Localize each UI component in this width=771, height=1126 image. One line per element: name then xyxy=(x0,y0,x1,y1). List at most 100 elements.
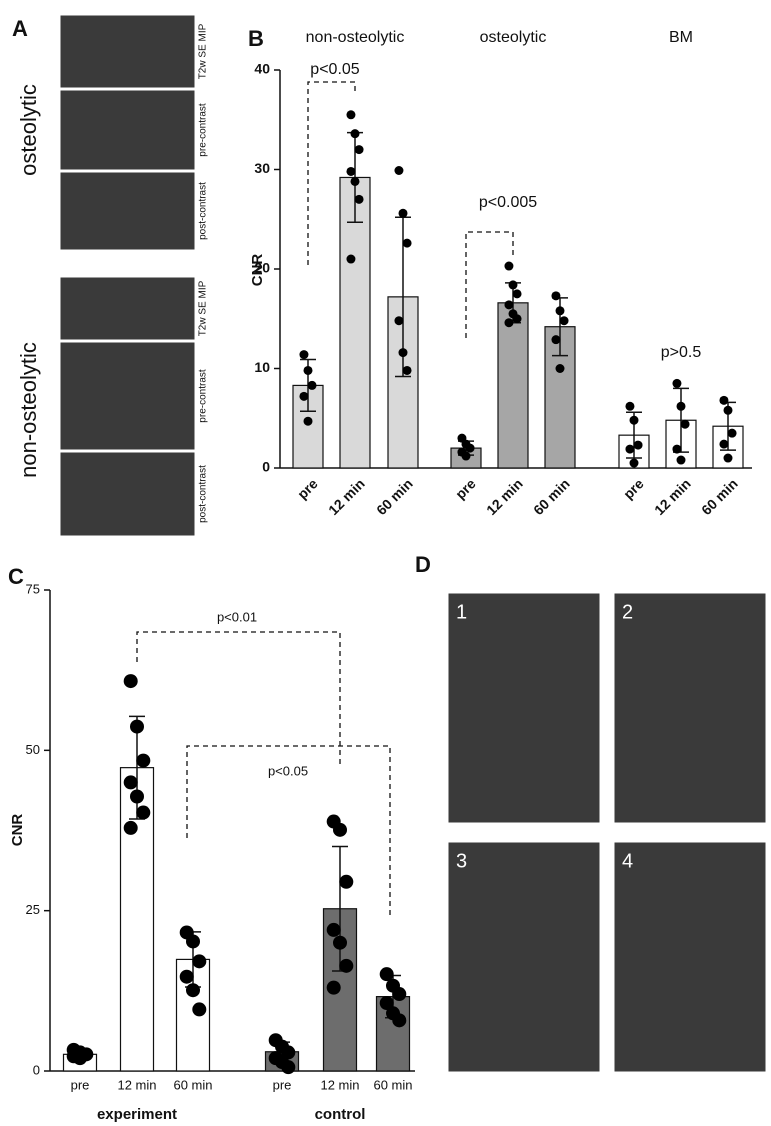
data-point xyxy=(680,419,690,429)
y-tick-label: 50 xyxy=(26,742,40,757)
significance-bracket xyxy=(136,631,341,765)
data-point xyxy=(303,365,313,375)
panel-label: C xyxy=(8,564,24,589)
data-point xyxy=(461,451,471,461)
data-point xyxy=(723,453,733,463)
data-point xyxy=(350,176,360,186)
data-point xyxy=(633,440,643,450)
data-point xyxy=(512,289,522,299)
annotation: p>0.5 xyxy=(661,344,702,361)
data-point xyxy=(333,935,347,950)
data-point xyxy=(504,318,514,328)
annotation: p<0.05 xyxy=(310,61,359,78)
mri-image xyxy=(447,841,601,1073)
x-tick-label: pre xyxy=(620,475,647,502)
image-label: T2w SE MIP xyxy=(198,280,209,336)
data-point xyxy=(179,969,194,984)
data-point xyxy=(672,378,682,388)
data-point xyxy=(727,428,737,438)
y-tick-label: 0 xyxy=(33,1062,40,1077)
significance-bracket xyxy=(465,231,514,338)
mri-image xyxy=(59,276,196,341)
y-tick-label: 30 xyxy=(254,160,270,176)
data-point xyxy=(186,934,200,949)
group-label: non-osteolytic xyxy=(16,342,41,478)
data-point xyxy=(123,674,138,689)
data-point xyxy=(392,1013,407,1028)
data-point xyxy=(281,1060,296,1075)
x-tick-label: 12 min xyxy=(651,475,694,518)
data-point xyxy=(551,335,561,345)
x-tick-label: pre xyxy=(273,1077,292,1092)
mri-image xyxy=(59,89,196,171)
annotation: p<0.005 xyxy=(479,194,537,211)
y-axis-label: CNR xyxy=(249,254,266,287)
annotation: p<0.05 xyxy=(268,763,308,778)
data-point xyxy=(629,458,639,468)
data-point xyxy=(339,874,354,889)
y-tick-label: 0 xyxy=(262,459,270,475)
image-number: 1 xyxy=(456,601,467,623)
data-point xyxy=(402,365,412,375)
data-point xyxy=(559,316,569,326)
data-point xyxy=(625,444,635,454)
x-tick-label: 12 min xyxy=(325,475,368,518)
data-point xyxy=(398,208,408,218)
data-point xyxy=(394,316,404,326)
mri-image xyxy=(59,14,196,89)
x-tick-label: 60 min xyxy=(530,475,573,518)
data-point xyxy=(326,922,341,937)
data-point xyxy=(350,129,360,139)
data-point xyxy=(73,1051,87,1066)
group-label: osteolytic xyxy=(480,29,547,46)
x-tick-label: 60 min xyxy=(173,1077,212,1092)
panel-label: D xyxy=(415,552,431,577)
data-point xyxy=(354,145,364,155)
x-tick-label: pre xyxy=(71,1077,90,1092)
x-tick-label: 12 min xyxy=(117,1077,156,1092)
data-point xyxy=(551,291,561,301)
data-point xyxy=(123,775,138,790)
bar xyxy=(497,302,529,469)
bar xyxy=(339,176,371,469)
panel-label: A xyxy=(12,16,28,41)
data-point xyxy=(186,983,200,998)
data-point xyxy=(629,415,639,425)
x-tick-label: 12 min xyxy=(320,1077,359,1092)
image-number: 4 xyxy=(622,850,633,872)
group-label: control xyxy=(315,1106,366,1123)
data-point xyxy=(123,820,138,835)
data-point xyxy=(394,165,404,175)
group-label: non-osteolytic xyxy=(306,29,405,46)
data-point xyxy=(719,439,729,449)
data-point xyxy=(379,996,394,1011)
data-point xyxy=(392,987,407,1002)
image-number: 3 xyxy=(456,850,467,872)
y-tick-label: 20 xyxy=(254,260,270,276)
data-point xyxy=(346,254,356,264)
mri-image xyxy=(59,341,196,451)
data-point xyxy=(719,395,729,405)
data-point xyxy=(303,416,313,426)
data-point xyxy=(136,753,151,768)
x-tick-label: 60 min xyxy=(373,475,416,518)
data-point xyxy=(676,455,686,465)
data-point xyxy=(192,1002,207,1017)
data-point xyxy=(346,166,356,176)
image-label: T2w SE MIP xyxy=(198,23,209,79)
panel-label: B xyxy=(248,26,264,51)
data-point xyxy=(676,401,686,411)
data-point xyxy=(465,443,475,453)
data-point xyxy=(508,280,518,290)
y-axis-label: CNR xyxy=(9,814,26,847)
x-tick-label: pre xyxy=(452,475,479,502)
x-tick-label: 60 min xyxy=(373,1077,412,1092)
data-point xyxy=(130,719,144,734)
data-point xyxy=(307,380,317,390)
data-point xyxy=(504,300,514,310)
data-point xyxy=(136,805,151,820)
image-label: pre-contrast xyxy=(198,103,209,157)
data-point xyxy=(398,348,408,358)
y-tick-label: 40 xyxy=(254,61,270,77)
